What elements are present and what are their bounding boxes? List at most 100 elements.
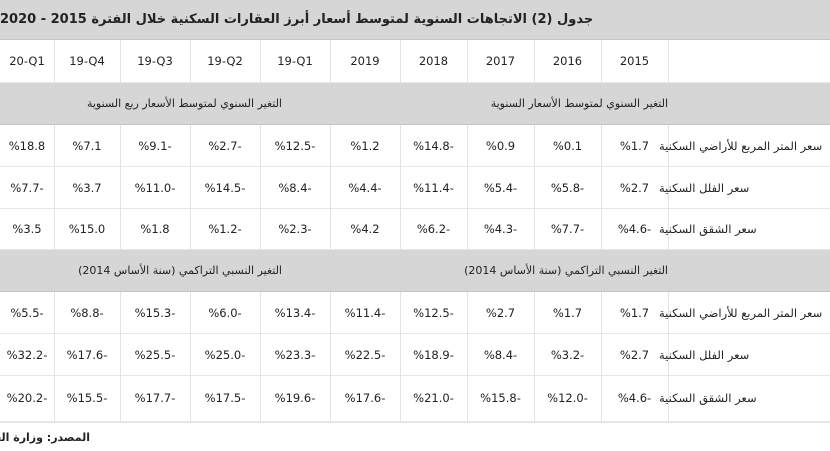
column-divider (467, 292, 468, 333)
table-cell: %2.7 (467, 292, 534, 333)
table-cell: %18.9- (400, 334, 467, 375)
column-header: 19-Q1 (277, 54, 313, 68)
column-divider (330, 208, 331, 249)
column-divider (668, 40, 669, 82)
value-cell: %12.5- (274, 138, 316, 153)
table-cell: %13.4- (260, 292, 330, 333)
table-cell: %11.0- (120, 167, 190, 208)
value-cell: %8.4- (278, 180, 312, 195)
value-cell: %2.7 (619, 347, 650, 362)
table-cell: %2.7 (601, 334, 668, 375)
table-cell: %17.6- (330, 375, 400, 421)
table-cell: %11.4- (330, 292, 400, 333)
column-divider (190, 40, 191, 82)
value-cell: %1.8 (140, 221, 170, 236)
column-divider (54, 208, 55, 249)
column-divider (54, 375, 55, 421)
table-cell: %2.3- (260, 208, 330, 249)
table-cell: %1.7 (601, 292, 668, 333)
column-divider (601, 292, 602, 333)
value-cell: %23.3- (274, 347, 316, 362)
value-cell: %11.4- (413, 180, 454, 195)
value-cell: %2.7- (208, 138, 242, 153)
value-cell: %17.6- (66, 347, 108, 362)
table-cell: %0.1 (534, 125, 601, 166)
section-header-row: التغير النسبي التراكمي (سنة الأساس 2014)… (0, 250, 830, 292)
column-divider (668, 334, 669, 375)
table-cell: %22.5- (330, 334, 400, 375)
table-cell: %15.5- (54, 375, 120, 421)
value-cell: %4.6- (617, 221, 652, 236)
table-cell: %12.5- (400, 292, 467, 333)
column-divider (120, 375, 121, 421)
value-cell: %15.0 (68, 221, 106, 236)
column-divider (668, 208, 669, 249)
value-cell: %17.5- (204, 391, 246, 405)
column-divider (467, 40, 468, 82)
column-divider (400, 208, 401, 249)
value-cell: %18.8 (8, 138, 46, 153)
column-divider (467, 167, 468, 208)
table-cell: %8.8- (54, 292, 120, 333)
value-cell: %8.4- (483, 347, 518, 362)
value-cell: %1.7 (552, 305, 583, 320)
column-divider (120, 292, 121, 333)
source-row: المصدر: وزارة العدل (0, 422, 830, 450)
column-header: 19-Q2 (207, 54, 243, 68)
column-divider (534, 125, 535, 166)
value-cell: %3.2- (550, 347, 585, 362)
column-divider (668, 167, 669, 208)
table-cell: %0.9 (467, 125, 534, 166)
table-cell: %2.7- (190, 125, 260, 166)
table-cell: %3.2- (534, 334, 601, 375)
table-cell: %4.4- (330, 167, 400, 208)
column-divider (601, 167, 602, 208)
table-cell: 2019 (330, 40, 400, 82)
table-cell: 19-Q2 (190, 40, 260, 82)
column-divider (668, 125, 669, 166)
column-header: 19-Q3 (137, 54, 173, 68)
value-cell: %17.6- (344, 391, 386, 405)
value-cell: %7.7- (550, 221, 585, 236)
column-divider (260, 40, 261, 82)
value-cell: %19.6- (274, 391, 316, 405)
table-cell: %3.5 (0, 208, 54, 249)
column-divider (120, 125, 121, 166)
value-cell: %1.7 (619, 138, 650, 153)
table-cell: %17.7- (120, 375, 190, 421)
column-divider (260, 208, 261, 249)
table-row: سعر المتر المربع للأراضي السكنية %1.7 %1.7… (0, 292, 830, 334)
value-cell: %15.3- (134, 305, 176, 320)
value-cell: %12.5- (413, 305, 454, 320)
column-divider (330, 334, 331, 375)
value-cell: %17.7- (134, 391, 176, 405)
column-divider (330, 292, 331, 333)
value-cell: %4.2 (350, 221, 380, 236)
row-label: سعر المتر المربع للأراضي السكنية (659, 305, 823, 320)
table-cell: %5.5- (0, 292, 54, 333)
table-cell: %4.6- (601, 208, 668, 249)
table-row: سعر المتر المربع للأراضي السكنية %1.7 %0.1… (0, 125, 830, 167)
table-cell: %5.8- (534, 167, 601, 208)
value-cell: %25.0- (204, 347, 246, 362)
value-cell: %11.0- (134, 180, 176, 195)
column-divider (400, 375, 401, 421)
column-header: 2017 (485, 54, 516, 68)
table-cell: %17.5- (190, 375, 260, 421)
column-divider (190, 292, 191, 333)
column-divider (260, 375, 261, 421)
table-cell: 19-Q4 (54, 40, 120, 82)
value-cell: %4.3- (483, 221, 518, 236)
row-label: سعر الشقق السكنية (659, 221, 757, 236)
column-divider (260, 125, 261, 166)
column-divider (190, 208, 191, 249)
table-cell: %15.3- (120, 292, 190, 333)
value-cell: %6.2- (416, 221, 451, 236)
value-cell: %9.1- (138, 138, 172, 153)
column-divider (54, 125, 55, 166)
column-divider (601, 125, 602, 166)
table-cell: %4.6- (601, 375, 668, 421)
value-cell: %5.4- (483, 180, 518, 195)
table-cell: %4.3- (467, 208, 534, 249)
